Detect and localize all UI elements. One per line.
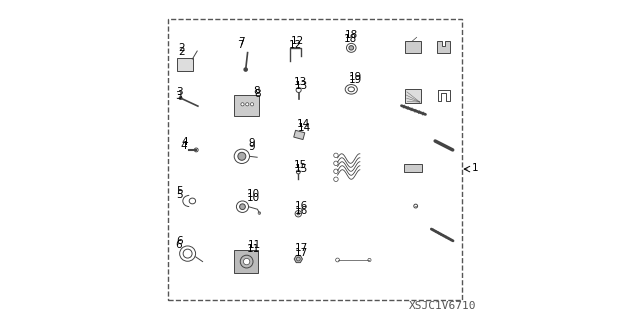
Text: 15: 15: [295, 164, 308, 174]
Text: 11: 11: [247, 241, 260, 250]
Text: 17: 17: [295, 248, 308, 258]
Circle shape: [241, 103, 244, 106]
Text: 7: 7: [237, 40, 244, 50]
Text: 4: 4: [181, 137, 188, 147]
Text: 2: 2: [178, 43, 184, 53]
FancyBboxPatch shape: [234, 95, 259, 116]
Text: 12: 12: [289, 40, 301, 50]
Text: 18: 18: [344, 30, 358, 40]
Text: 7: 7: [239, 37, 245, 47]
Text: 5: 5: [177, 190, 183, 200]
Text: 5: 5: [177, 186, 183, 196]
Text: 15: 15: [294, 160, 307, 170]
Text: 2: 2: [178, 47, 184, 57]
Text: 6: 6: [176, 240, 182, 250]
Text: 3: 3: [175, 91, 181, 101]
Circle shape: [250, 103, 253, 106]
Circle shape: [297, 212, 300, 215]
Text: 9: 9: [248, 138, 255, 148]
Circle shape: [179, 97, 182, 99]
Text: 13: 13: [295, 81, 308, 91]
Text: 3: 3: [177, 87, 183, 97]
Text: 14: 14: [298, 123, 310, 133]
Ellipse shape: [349, 46, 354, 50]
Text: 8: 8: [254, 89, 260, 100]
Text: 11: 11: [247, 244, 260, 254]
Text: 1: 1: [472, 163, 478, 174]
FancyBboxPatch shape: [404, 164, 422, 172]
Ellipse shape: [239, 204, 245, 210]
Text: 9: 9: [248, 142, 255, 152]
Ellipse shape: [238, 152, 246, 160]
Circle shape: [246, 103, 249, 106]
FancyBboxPatch shape: [405, 41, 422, 53]
Text: 16: 16: [295, 206, 308, 216]
Text: XSJC1V6710: XSJC1V6710: [410, 301, 477, 311]
Circle shape: [244, 68, 247, 71]
Polygon shape: [437, 41, 450, 53]
Text: 19: 19: [349, 75, 362, 85]
Text: 14: 14: [297, 119, 310, 129]
Text: 17: 17: [294, 243, 308, 253]
Text: 6: 6: [177, 236, 183, 246]
Text: 18: 18: [344, 34, 357, 44]
Text: 19: 19: [348, 72, 362, 82]
Text: 4: 4: [180, 141, 187, 151]
Circle shape: [243, 258, 250, 265]
Polygon shape: [294, 130, 305, 140]
Text: 8: 8: [253, 86, 259, 96]
Text: 10: 10: [246, 189, 260, 199]
FancyBboxPatch shape: [177, 58, 193, 71]
Polygon shape: [294, 256, 303, 263]
Text: 16: 16: [294, 201, 308, 211]
FancyBboxPatch shape: [234, 250, 259, 273]
Text: 13: 13: [294, 77, 307, 87]
FancyBboxPatch shape: [405, 89, 422, 103]
Text: 10: 10: [247, 193, 260, 204]
Text: 12: 12: [291, 36, 304, 46]
